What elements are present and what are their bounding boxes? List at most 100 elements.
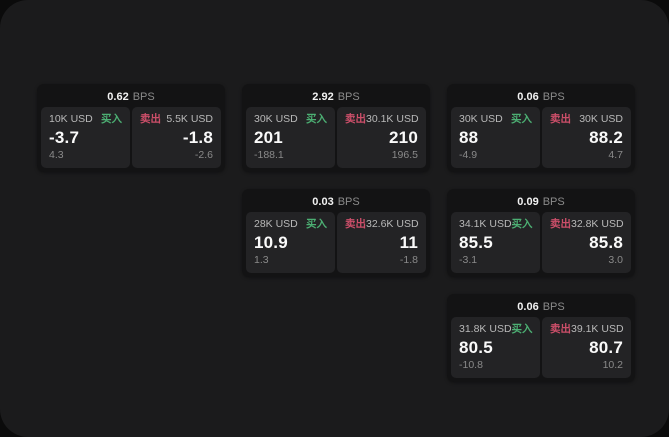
buy-sub-value: -3.1 [459, 254, 478, 266]
buy-cell-top: 30K USD 买入 [254, 113, 327, 126]
sell-side-label: 卖出 [550, 218, 571, 230]
quote-cells: 31.8K USD 买入 80.5 -10.8 卖出 39.1K USD 80.… [451, 317, 631, 378]
sell-sub-value: 196.5 [391, 149, 418, 161]
bps-unit-label: BPS [337, 91, 360, 103]
quote-cells: 34.1K USD 买入 85.5 -3.1 卖出 32.8K USD 85.8… [451, 212, 631, 273]
quote-cells: 30K USD 买入 201 -188.1 卖出 30.1K USD 210 1… [246, 107, 426, 168]
sell-price: 80.7 [589, 338, 623, 357]
sell-sub-value: 3.0 [608, 254, 623, 266]
buy-quote-cell[interactable]: 34.1K USD 买入 85.5 -3.1 [451, 212, 540, 273]
sell-quote-cell[interactable]: 卖出 30K USD 88.2 4.7 [542, 107, 631, 168]
card-header: 0.06 BPS [451, 298, 631, 317]
card-header: 2.92 BPS [246, 88, 426, 107]
buy-cell-top: 34.1K USD 买入 [459, 218, 533, 231]
sell-quote-cell[interactable]: 卖出 32.8K USD 85.8 3.0 [542, 212, 631, 273]
sell-quote-cell[interactable]: 卖出 5.5K USD -1.8 -2.6 [132, 107, 221, 168]
sell-cell-top: 卖出 5.5K USD [140, 113, 213, 126]
quote-card: 0.09 BPS 34.1K USD 买入 85.5 -3.1 卖出 32.8K… [447, 189, 635, 277]
sell-cell-top: 卖出 30K USD [550, 113, 623, 126]
buy-size-label: 34.1K USD [459, 218, 512, 230]
buy-quote-cell[interactable]: 31.8K USD 买入 80.5 -10.8 [451, 317, 540, 378]
sell-price: 11 [399, 233, 418, 252]
buy-price: 201 [254, 128, 283, 147]
buy-cell-top: 30K USD 买入 [459, 113, 532, 126]
card-header: 0.03 BPS [246, 193, 426, 212]
sell-quote-cell[interactable]: 卖出 30.1K USD 210 196.5 [337, 107, 426, 168]
bps-value: 2.92 [312, 91, 334, 103]
bps-unit-label: BPS [542, 91, 565, 103]
buy-quote-cell[interactable]: 30K USD 买入 201 -188.1 [246, 107, 335, 168]
sell-price: 88.2 [589, 128, 623, 147]
sell-cell-top: 卖出 30.1K USD [345, 113, 419, 126]
quote-cells: 10K USD 买入 -3.7 4.3 卖出 5.5K USD -1.8 -2.… [41, 107, 221, 168]
cards-grid: 0.62 BPS 10K USD 买入 -3.7 4.3 卖出 5.5K USD… [37, 84, 635, 382]
sell-size-label: 5.5K USD [166, 113, 213, 125]
bps-unit-label: BPS [337, 196, 360, 208]
buy-side-label: 买入 [511, 113, 532, 125]
buy-sub-value: 1.3 [254, 254, 269, 266]
buy-size-label: 30K USD [459, 113, 503, 125]
sell-cell-top: 卖出 39.1K USD [550, 323, 624, 336]
quote-cells: 30K USD 买入 88 -4.9 卖出 30K USD 88.2 4.7 [451, 107, 631, 168]
sell-quote-cell[interactable]: 卖出 39.1K USD 80.7 10.2 [542, 317, 631, 378]
buy-price: 80.5 [459, 338, 493, 357]
buy-quote-cell[interactable]: 30K USD 买入 88 -4.9 [451, 107, 540, 168]
buy-cell-top: 28K USD 买入 [254, 218, 327, 231]
sell-size-label: 39.1K USD [571, 323, 624, 335]
sell-price: -1.8 [182, 128, 213, 147]
sell-sub-value: 4.7 [608, 149, 623, 161]
buy-quote-cell[interactable]: 10K USD 买入 -3.7 4.3 [41, 107, 130, 168]
sell-price: 210 [389, 128, 418, 147]
buy-side-label: 买入 [511, 323, 533, 335]
buy-sub-value: -10.8 [459, 359, 483, 371]
sell-cell-top: 卖出 32.6K USD [345, 218, 419, 231]
buy-size-label: 30K USD [254, 113, 298, 125]
buy-quote-cell[interactable]: 28K USD 买入 10.9 1.3 [246, 212, 335, 273]
buy-side-label: 买入 [306, 113, 327, 125]
buy-size-label: 10K USD [49, 113, 93, 125]
buy-size-label: 31.8K USD [459, 323, 512, 335]
card-header: 0.09 BPS [451, 193, 631, 212]
bps-value: 0.03 [312, 196, 334, 208]
card-header: 0.06 BPS [451, 88, 631, 107]
sell-sub-value: -2.6 [194, 149, 213, 161]
buy-cell-top: 31.8K USD 买入 [459, 323, 533, 336]
buy-sub-value: -4.9 [459, 149, 478, 161]
quote-cells: 28K USD 买入 10.9 1.3 卖出 32.6K USD 11 -1.8 [246, 212, 426, 273]
sell-side-label: 卖出 [345, 218, 366, 230]
sell-side-label: 卖出 [550, 323, 571, 335]
buy-side-label: 买入 [511, 218, 533, 230]
buy-sub-value: 4.3 [49, 149, 64, 161]
quote-card: 2.92 BPS 30K USD 买入 201 -188.1 卖出 30.1K … [242, 84, 430, 172]
quote-card: 0.62 BPS 10K USD 买入 -3.7 4.3 卖出 5.5K USD… [37, 84, 225, 172]
buy-side-label: 买入 [306, 218, 327, 230]
sell-size-label: 30K USD [579, 113, 623, 125]
buy-price: 10.9 [254, 233, 288, 252]
bps-unit-label: BPS [542, 196, 565, 208]
sell-quote-cell[interactable]: 卖出 32.6K USD 11 -1.8 [337, 212, 426, 273]
buy-cell-top: 10K USD 买入 [49, 113, 122, 126]
buy-side-label: 买入 [101, 113, 122, 125]
bps-value: 0.62 [107, 91, 129, 103]
buy-size-label: 28K USD [254, 218, 298, 230]
bps-unit-label: BPS [542, 301, 565, 313]
sell-sub-value: -1.8 [399, 254, 418, 266]
bps-value: 0.09 [517, 196, 539, 208]
sell-side-label: 卖出 [140, 113, 161, 125]
quote-card: 0.03 BPS 28K USD 买入 10.9 1.3 卖出 32.6K US… [242, 189, 430, 277]
bps-value: 0.06 [517, 91, 539, 103]
bps-value: 0.06 [517, 301, 539, 313]
bps-unit-label: BPS [132, 91, 155, 103]
sell-side-label: 卖出 [550, 113, 571, 125]
sell-sub-value: 10.2 [602, 359, 623, 371]
buy-price: 85.5 [459, 233, 493, 252]
sell-price: 85.8 [589, 233, 623, 252]
card-header: 0.62 BPS [41, 88, 221, 107]
quote-card: 0.06 BPS 31.8K USD 买入 80.5 -10.8 卖出 39.1… [447, 294, 635, 382]
buy-price: -3.7 [49, 128, 80, 147]
sell-size-label: 32.8K USD [571, 218, 624, 230]
sell-cell-top: 卖出 32.8K USD [550, 218, 624, 231]
buy-sub-value: -188.1 [254, 149, 284, 161]
